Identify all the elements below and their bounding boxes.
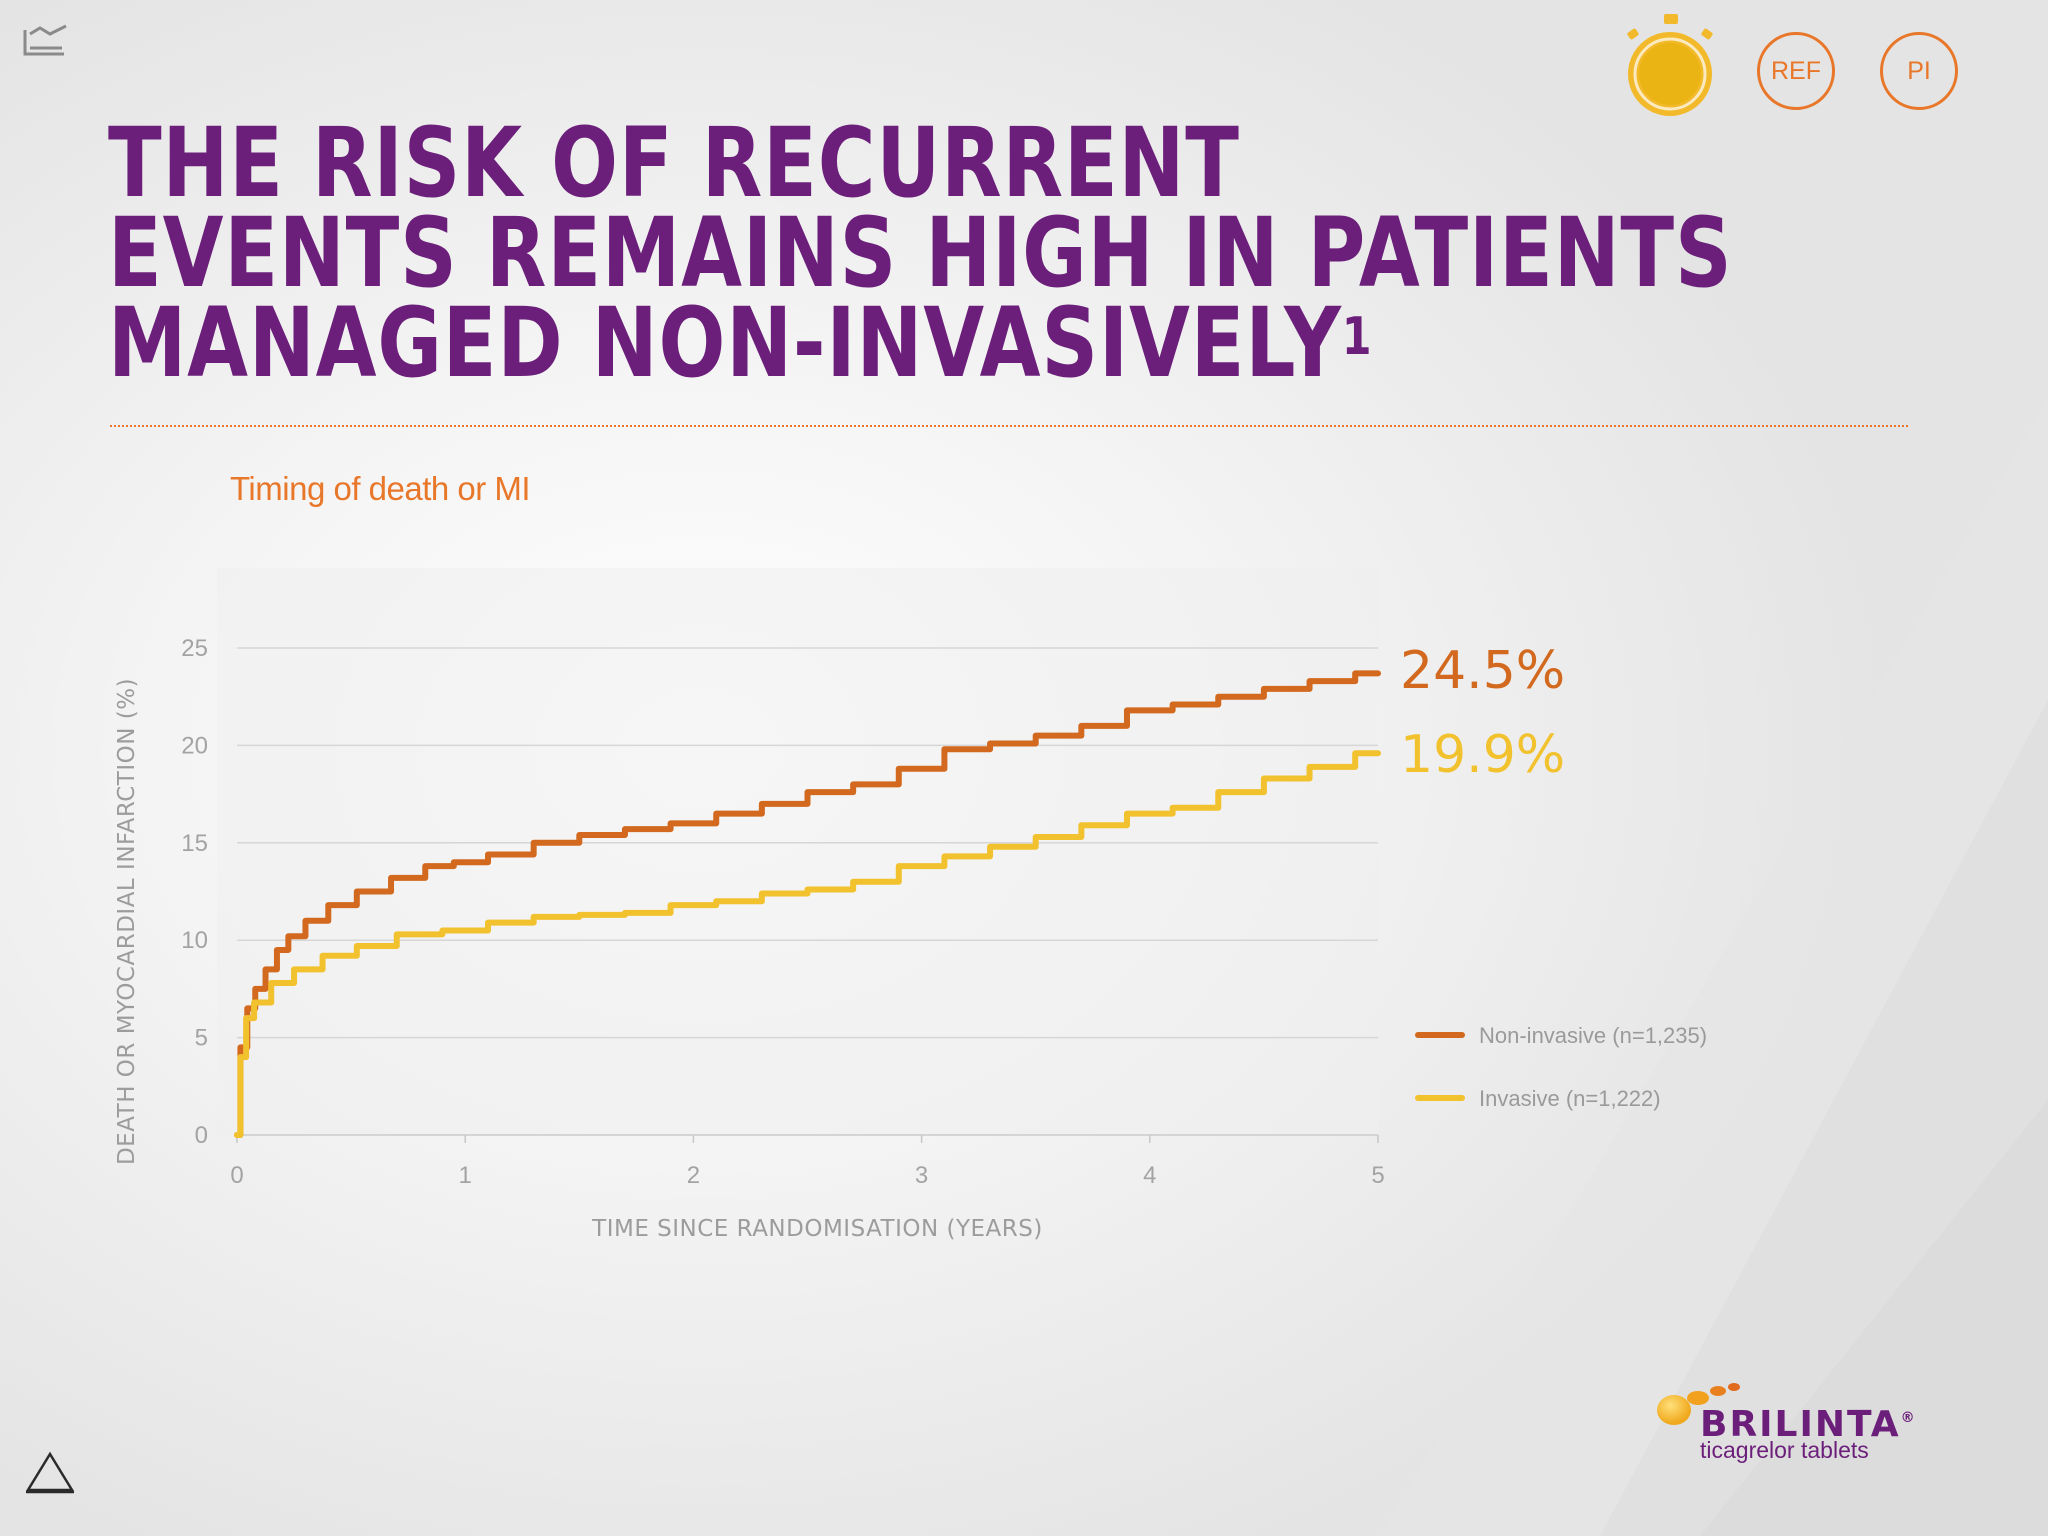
y-tick-label: 5 (195, 1025, 208, 1052)
pi-button[interactable]: PI (1880, 32, 1958, 110)
brand-tagline: ticagrelor tablets (1700, 1437, 1869, 1463)
chart-subtitle: Timing of death or MI (230, 470, 531, 507)
registered-mark: ® (1900, 1410, 1917, 1426)
title-superscript: 1 (1341, 307, 1373, 367)
end-value-label: 19.9% (1400, 725, 1565, 785)
brand-name: BRILINTA® (1700, 1404, 1917, 1445)
title-line-1: THE RISK OF RECURRENT (108, 107, 1240, 219)
stopwatch-icon[interactable] (1622, 12, 1718, 127)
legend-label: Non-invasive (n=1,235) (1479, 1023, 1707, 1048)
x-tick-label: 5 (1371, 1162, 1384, 1189)
legend-label: Invasive (n=1,222) (1479, 1086, 1661, 1111)
x-axis-title: TIME SINCE RANDOMISATION (YEARS) (591, 1216, 1043, 1242)
title-line-3: MANAGED NON-INVASIVELY (108, 287, 1342, 399)
y-tick-label: 0 (195, 1122, 208, 1149)
brand-logo (1648, 1378, 1978, 1468)
ref-button[interactable]: REF (1757, 32, 1835, 110)
y-axis-title: DEATH OR MYOCARDIAL INFARCTION (%) (114, 678, 140, 1165)
page-title: THE RISK OF RECURRENT EVENTS REMAINS HIGH… (108, 115, 1733, 391)
brand-name-text: BRILINTA (1700, 1404, 1901, 1445)
end-value-label: 24.5% (1400, 641, 1565, 701)
y-tick-label: 15 (181, 830, 208, 857)
title-line-2: EVENTS REMAINS HIGH IN PATIENTS (108, 197, 1733, 309)
y-tick-label: 10 (181, 927, 208, 954)
folder-icon[interactable] (22, 22, 70, 63)
series-line-invasive (234, 750, 1381, 1138)
x-tick-label: 1 (459, 1162, 472, 1189)
x-tick-label: 2 (687, 1162, 700, 1189)
x-tick-label: 0 (230, 1162, 243, 1189)
x-tick-label: 3 (915, 1162, 928, 1189)
plot-area (217, 568, 1378, 1135)
y-tick-label: 25 (181, 635, 208, 662)
y-tick-label: 20 (181, 732, 208, 759)
x-tick-label: 4 (1143, 1162, 1156, 1189)
brand-mark-icon (1657, 1383, 1740, 1425)
title-divider (110, 425, 1908, 427)
triangle-icon[interactable] (24, 1450, 76, 1501)
series-line-non-invasive (234, 670, 1381, 1138)
